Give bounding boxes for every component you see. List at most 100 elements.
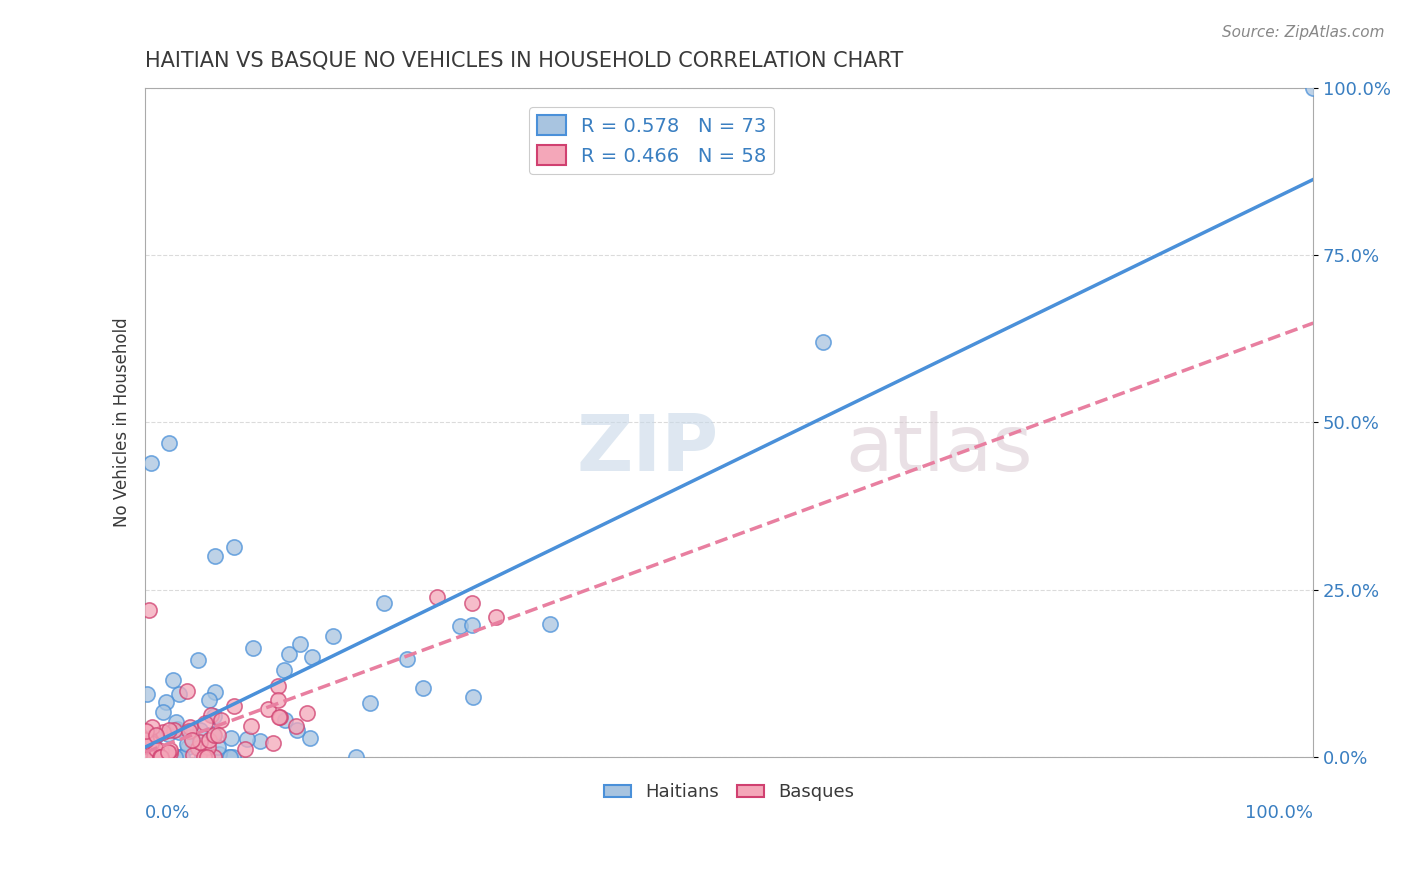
Point — [1302, 80, 1324, 95]
Point — [172, 750, 194, 764]
Point — [257, 702, 280, 716]
Point — [150, 750, 173, 764]
Point — [169, 750, 191, 764]
Point — [135, 739, 157, 754]
Point — [135, 723, 157, 738]
Point — [198, 733, 221, 747]
Text: HAITIAN VS BASQUE NO VEHICLES IN HOUSEHOLD CORRELATION CHART: HAITIAN VS BASQUE NO VEHICLES IN HOUSEHO… — [145, 51, 904, 70]
Point — [176, 684, 198, 698]
Point — [301, 650, 323, 665]
Point — [181, 747, 204, 762]
Point — [200, 708, 222, 723]
Point — [157, 745, 180, 759]
Point — [135, 732, 157, 747]
Point — [141, 750, 163, 764]
Point — [139, 736, 162, 750]
Point — [273, 664, 295, 678]
Point — [141, 456, 163, 470]
Point — [299, 731, 322, 745]
Text: 0.0%: 0.0% — [145, 805, 191, 822]
Point — [449, 619, 471, 633]
Point — [142, 750, 165, 764]
Point — [373, 596, 395, 610]
Point — [148, 750, 170, 764]
Point — [188, 723, 211, 737]
Legend: Haitians, Basques: Haitians, Basques — [596, 776, 862, 809]
Point — [193, 750, 215, 764]
Point — [198, 693, 221, 707]
Point — [152, 705, 174, 719]
Point — [396, 652, 419, 666]
Point — [186, 741, 208, 756]
Point — [412, 681, 434, 695]
Point — [538, 616, 561, 631]
Point — [157, 435, 180, 450]
Text: Source: ZipAtlas.com: Source: ZipAtlas.com — [1222, 25, 1385, 40]
Point — [150, 744, 173, 758]
Point — [177, 739, 200, 754]
Point — [153, 748, 176, 763]
Point — [262, 736, 284, 750]
Text: atlas: atlas — [846, 411, 1033, 487]
Point — [209, 713, 232, 727]
Point — [195, 750, 218, 764]
Point — [139, 750, 162, 764]
Point — [148, 750, 170, 764]
Point — [146, 750, 169, 764]
Point — [204, 549, 226, 564]
Point — [155, 750, 177, 764]
Point — [344, 750, 367, 764]
Point — [179, 719, 201, 733]
Point — [159, 747, 181, 761]
Point — [187, 653, 209, 667]
Point — [197, 740, 219, 755]
Point — [166, 722, 188, 736]
Point — [136, 687, 159, 701]
Point — [141, 730, 163, 744]
Point — [138, 750, 160, 764]
Point — [208, 747, 231, 761]
Point — [167, 687, 190, 701]
Point — [285, 723, 308, 737]
Point — [180, 730, 202, 744]
Point — [485, 609, 508, 624]
Point — [135, 750, 157, 764]
Point — [267, 709, 290, 723]
Point — [143, 731, 166, 745]
Point — [285, 719, 308, 733]
Point — [222, 698, 245, 713]
Point — [150, 750, 173, 764]
Point — [233, 742, 256, 756]
Point — [274, 713, 297, 727]
Point — [179, 724, 201, 739]
Point — [811, 334, 834, 349]
Point — [219, 750, 242, 764]
Point — [156, 750, 179, 764]
Point — [162, 673, 184, 687]
Point — [461, 596, 484, 610]
Text: 100.0%: 100.0% — [1246, 805, 1313, 822]
Point — [163, 723, 186, 738]
Point — [153, 750, 176, 764]
Point — [242, 641, 264, 656]
Y-axis label: No Vehicles in Household: No Vehicles in Household — [114, 318, 131, 527]
Point — [139, 750, 162, 764]
Point — [202, 709, 225, 723]
Point — [139, 750, 162, 764]
Point — [167, 725, 190, 739]
Point — [267, 680, 290, 694]
Point — [201, 727, 224, 741]
Point — [165, 714, 187, 729]
Point — [236, 732, 259, 747]
Point — [239, 719, 262, 733]
Text: ZIP: ZIP — [576, 411, 718, 487]
Point — [219, 731, 242, 746]
Point — [146, 750, 169, 764]
Point — [204, 684, 226, 698]
Point — [145, 741, 167, 756]
Point — [159, 723, 181, 737]
Point — [149, 744, 172, 758]
Point — [138, 603, 160, 617]
Point — [202, 750, 225, 764]
Point — [149, 750, 172, 764]
